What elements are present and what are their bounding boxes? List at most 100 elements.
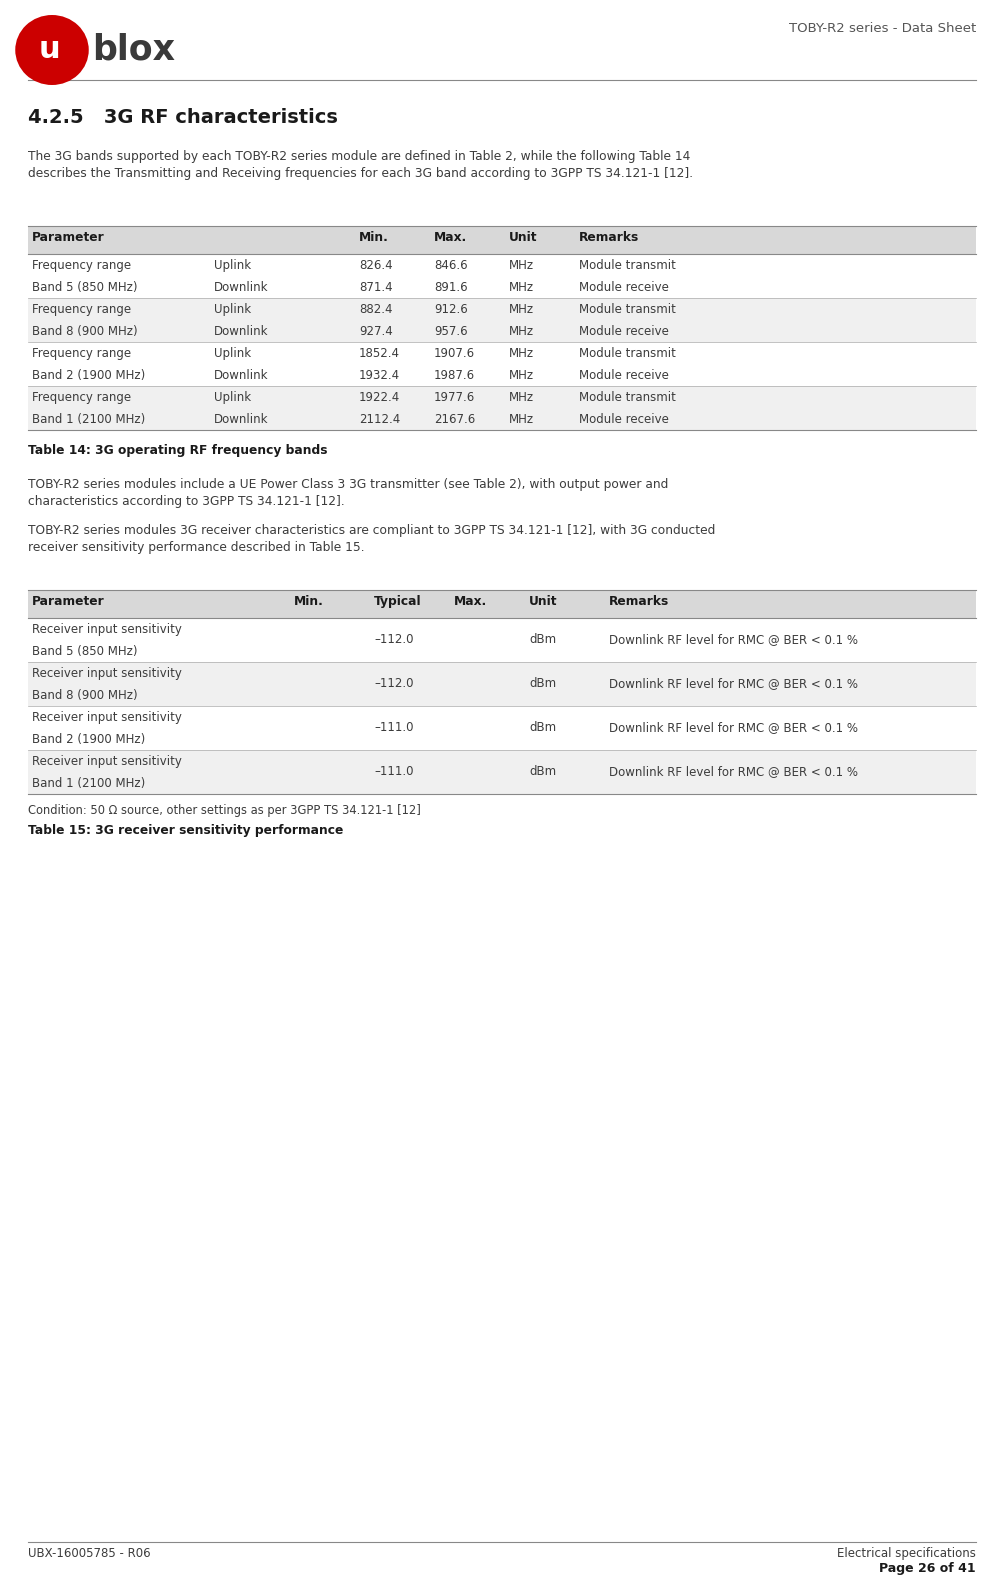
Text: 2167.6: 2167.6 — [433, 413, 474, 426]
Text: –111.0: –111.0 — [374, 766, 413, 778]
Text: –111.0: –111.0 — [374, 721, 413, 734]
Text: MHz: MHz — [509, 282, 534, 294]
Text: Uplink: Uplink — [214, 346, 251, 361]
Text: Typical: Typical — [374, 595, 421, 607]
Bar — [28, 590, 975, 619]
Text: 826.4: 826.4 — [359, 259, 392, 272]
Ellipse shape — [15, 14, 88, 85]
Text: –112.0: –112.0 — [374, 633, 413, 645]
Text: Table 15: 3G receiver sensitivity performance: Table 15: 3G receiver sensitivity perfor… — [28, 824, 343, 837]
Text: Uplink: Uplink — [214, 304, 251, 316]
Text: Module receive: Module receive — [579, 324, 668, 339]
Text: Unit: Unit — [509, 231, 537, 244]
Text: Band 5 (850 MHz): Band 5 (850 MHz) — [32, 282, 137, 294]
Text: TOBY-R2 series modules include a UE Power Class 3 3G transmitter (see Table 2), : TOBY-R2 series modules include a UE Powe… — [28, 478, 668, 508]
Text: Page 26 of 41: Page 26 of 41 — [879, 1561, 975, 1576]
Text: 882.4: 882.4 — [359, 304, 392, 316]
Bar — [28, 619, 975, 661]
Text: Min.: Min. — [359, 231, 388, 244]
Text: Frequency range: Frequency range — [32, 391, 131, 403]
Text: Remarks: Remarks — [579, 231, 639, 244]
Text: Band 1 (2100 MHz): Band 1 (2100 MHz) — [32, 777, 145, 789]
Text: Band 2 (1900 MHz): Band 2 (1900 MHz) — [32, 369, 145, 381]
Text: MHz: MHz — [509, 346, 534, 361]
Text: Module receive: Module receive — [579, 413, 668, 426]
Text: Receiver input sensitivity: Receiver input sensitivity — [32, 710, 182, 725]
Text: dBm: dBm — [529, 677, 556, 690]
Text: blox: blox — [92, 33, 176, 66]
Text: 957.6: 957.6 — [433, 324, 467, 339]
Text: Band 8 (900 MHz): Band 8 (900 MHz) — [32, 324, 137, 339]
Text: Downlink RF level for RMC @ BER < 0.1 %: Downlink RF level for RMC @ BER < 0.1 % — [609, 721, 858, 734]
Text: MHz: MHz — [509, 413, 534, 426]
Text: 4.2.5   3G RF characteristics: 4.2.5 3G RF characteristics — [28, 108, 338, 127]
Text: 1852.4: 1852.4 — [359, 346, 399, 361]
Text: Module transmit: Module transmit — [579, 304, 675, 316]
Text: Table 14: 3G operating RF frequency bands: Table 14: 3G operating RF frequency band… — [28, 445, 327, 457]
Text: Unit: Unit — [529, 595, 557, 607]
Text: Parameter: Parameter — [32, 595, 104, 607]
Text: Module transmit: Module transmit — [579, 259, 675, 272]
Text: Uplink: Uplink — [214, 391, 251, 403]
Bar — [28, 750, 975, 794]
Text: Downlink RF level for RMC @ BER < 0.1 %: Downlink RF level for RMC @ BER < 0.1 % — [609, 633, 858, 645]
Text: Module transmit: Module transmit — [579, 346, 675, 361]
Text: Band 5 (850 MHz): Band 5 (850 MHz) — [32, 645, 137, 658]
Text: 1987.6: 1987.6 — [433, 369, 474, 381]
Bar — [28, 706, 975, 750]
Text: u: u — [38, 35, 60, 65]
Text: Band 2 (1900 MHz): Band 2 (1900 MHz) — [32, 732, 145, 747]
Text: Module transmit: Module transmit — [579, 391, 675, 403]
Text: Downlink RF level for RMC @ BER < 0.1 %: Downlink RF level for RMC @ BER < 0.1 % — [609, 766, 858, 778]
Text: dBm: dBm — [529, 721, 556, 734]
Text: Band 8 (900 MHz): Band 8 (900 MHz) — [32, 690, 137, 702]
Text: Uplink: Uplink — [214, 259, 251, 272]
Text: 871.4: 871.4 — [359, 282, 392, 294]
Text: 927.4: 927.4 — [359, 324, 392, 339]
Bar — [28, 386, 975, 430]
Text: Downlink: Downlink — [214, 324, 268, 339]
Text: TOBY-R2 series - Data Sheet: TOBY-R2 series - Data Sheet — [788, 22, 975, 35]
Text: Condition: 50 Ω source, other settings as per 3GPP TS 34.121-1 [12]: Condition: 50 Ω source, other settings a… — [28, 804, 420, 816]
Text: Parameter: Parameter — [32, 231, 104, 244]
Text: Receiver input sensitivity: Receiver input sensitivity — [32, 668, 182, 680]
Text: Receiver input sensitivity: Receiver input sensitivity — [32, 755, 182, 767]
Text: 846.6: 846.6 — [433, 259, 467, 272]
Text: Downlink: Downlink — [214, 369, 268, 381]
Text: Downlink: Downlink — [214, 282, 268, 294]
Text: 1977.6: 1977.6 — [433, 391, 474, 403]
Text: 2112.4: 2112.4 — [359, 413, 400, 426]
Text: –112.0: –112.0 — [374, 677, 413, 690]
Bar — [28, 342, 975, 386]
Text: Max.: Max. — [453, 595, 486, 607]
Bar — [28, 226, 975, 255]
Text: dBm: dBm — [529, 766, 556, 778]
Text: Module receive: Module receive — [579, 282, 668, 294]
Text: MHz: MHz — [509, 259, 534, 272]
Text: Min.: Min. — [294, 595, 324, 607]
Text: 891.6: 891.6 — [433, 282, 467, 294]
Text: Band 1 (2100 MHz): Band 1 (2100 MHz) — [32, 413, 145, 426]
Text: The 3G bands supported by each TOBY-R2 series module are defined in Table 2, whi: The 3G bands supported by each TOBY-R2 s… — [28, 150, 692, 180]
Text: UBX-16005785 - R06: UBX-16005785 - R06 — [28, 1547, 150, 1560]
Text: Remarks: Remarks — [609, 595, 669, 607]
Text: TOBY-R2 series modules 3G receiver characteristics are compliant to 3GPP TS 34.1: TOBY-R2 series modules 3G receiver chara… — [28, 524, 715, 554]
Text: 1907.6: 1907.6 — [433, 346, 474, 361]
Text: Module receive: Module receive — [579, 369, 668, 381]
Text: 912.6: 912.6 — [433, 304, 467, 316]
Bar — [28, 661, 975, 706]
Text: MHz: MHz — [509, 391, 534, 403]
Text: Electrical specifications: Electrical specifications — [837, 1547, 975, 1560]
Bar — [28, 255, 975, 297]
Text: dBm: dBm — [529, 633, 556, 645]
Text: Frequency range: Frequency range — [32, 304, 131, 316]
Text: Frequency range: Frequency range — [32, 259, 131, 272]
Text: 1932.4: 1932.4 — [359, 369, 400, 381]
Bar — [28, 297, 975, 342]
Text: MHz: MHz — [509, 304, 534, 316]
Text: Frequency range: Frequency range — [32, 346, 131, 361]
Text: MHz: MHz — [509, 369, 534, 381]
Text: Downlink RF level for RMC @ BER < 0.1 %: Downlink RF level for RMC @ BER < 0.1 % — [609, 677, 858, 690]
Text: Max.: Max. — [433, 231, 466, 244]
Text: MHz: MHz — [509, 324, 534, 339]
